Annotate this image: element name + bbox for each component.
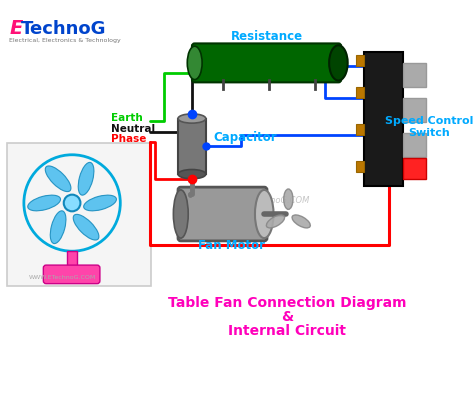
Text: Phase: Phase (111, 134, 146, 144)
Ellipse shape (178, 170, 206, 179)
Bar (403, 98, 427, 122)
Bar (67, 251, 77, 270)
Bar (403, 63, 427, 87)
Text: Capacitor: Capacitor (213, 131, 277, 143)
Text: Neutral: Neutral (111, 123, 155, 133)
Bar (365, 52, 403, 186)
Text: WWW.ETechnoG.COM: WWW.ETechnoG.COM (29, 275, 96, 280)
Ellipse shape (173, 190, 188, 238)
Text: Speed Control: Speed Control (385, 116, 474, 126)
Bar (178, 118, 206, 174)
Text: WWW.ETechnoG.COM: WWW.ETechnoG.COM (219, 196, 310, 205)
Ellipse shape (329, 45, 348, 81)
FancyBboxPatch shape (43, 265, 100, 284)
Bar (356, 87, 365, 98)
Circle shape (64, 195, 81, 211)
Text: Switch: Switch (409, 128, 450, 138)
Ellipse shape (187, 46, 202, 79)
Bar (356, 161, 365, 172)
Ellipse shape (266, 215, 284, 228)
Ellipse shape (28, 195, 61, 211)
Text: Resistance: Resistance (230, 30, 302, 43)
Ellipse shape (83, 195, 117, 211)
Text: Table Fan Connection Diagram: Table Fan Connection Diagram (168, 296, 407, 310)
Text: Electrical, Electronics & Technology: Electrical, Electronics & Technology (9, 37, 121, 43)
FancyBboxPatch shape (192, 44, 341, 82)
Ellipse shape (178, 114, 206, 123)
Ellipse shape (50, 211, 66, 243)
Text: Earth: Earth (111, 113, 143, 123)
Bar (356, 54, 365, 66)
Bar (356, 124, 365, 135)
Ellipse shape (284, 189, 293, 210)
Bar (8, 143, 151, 287)
Bar (403, 133, 427, 158)
Ellipse shape (78, 162, 94, 195)
FancyBboxPatch shape (178, 187, 267, 241)
Text: Internal Circuit: Internal Circuit (228, 324, 346, 338)
Ellipse shape (255, 190, 273, 238)
Text: &: & (282, 310, 293, 324)
Ellipse shape (292, 215, 310, 228)
Ellipse shape (45, 166, 71, 191)
Text: Fan Motor: Fan Motor (198, 239, 265, 252)
Bar (403, 158, 427, 179)
Text: E: E (9, 19, 23, 38)
Text: TechnoG: TechnoG (20, 20, 106, 38)
Ellipse shape (73, 214, 99, 240)
